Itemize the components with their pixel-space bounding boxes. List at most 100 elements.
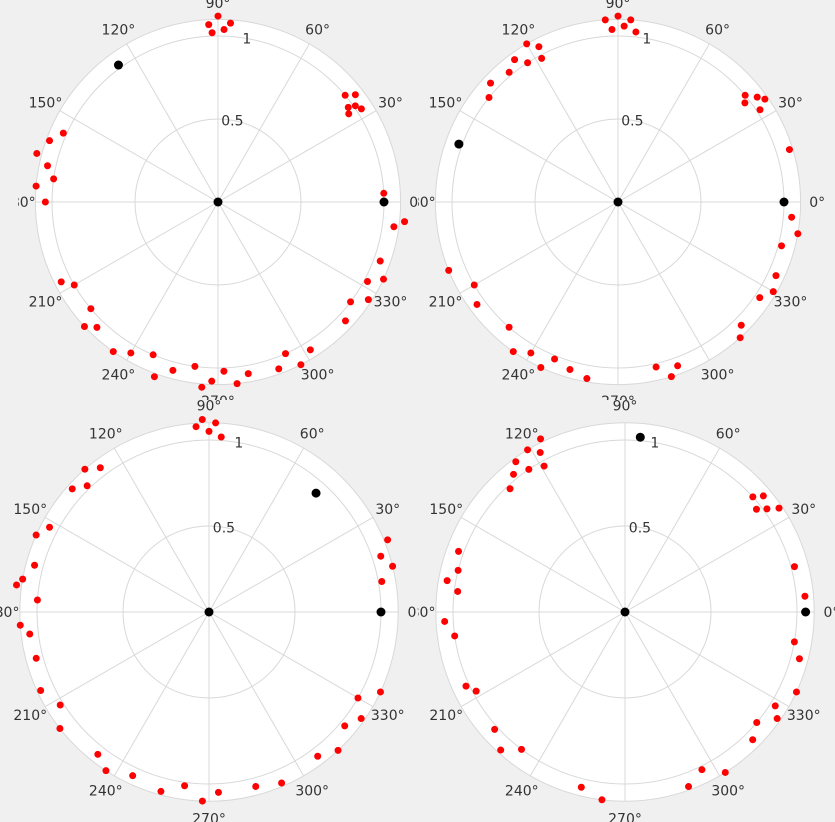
theta-tick-label: 90° <box>613 399 638 415</box>
theta-tick-label: 0° <box>409 195 425 211</box>
centroid-point <box>213 197 223 207</box>
cluster-point <box>445 266 453 274</box>
cluster-point <box>282 350 290 358</box>
cluster-point <box>347 298 355 306</box>
cluster-point <box>376 257 384 265</box>
theta-spoke <box>617 43 710 203</box>
cluster-point <box>674 362 682 370</box>
theta-spoke <box>617 201 777 294</box>
theta-tick-label: 30° <box>791 502 816 518</box>
theta-spoke <box>459 201 619 294</box>
cluster-point <box>13 581 21 589</box>
cluster-point <box>772 272 780 280</box>
centroid-point <box>613 197 623 207</box>
cluster-point <box>81 465 89 473</box>
cluster-point <box>44 162 52 170</box>
cluster-point <box>129 772 137 780</box>
theta-tick-label: 330° <box>371 708 405 724</box>
cluster-point <box>473 300 481 308</box>
cluster-point <box>198 797 206 805</box>
theta-spoke <box>59 201 219 294</box>
theta-tick-label: 240° <box>502 368 536 384</box>
cluster-point <box>524 446 532 454</box>
cluster-point <box>491 725 499 733</box>
cluster-point <box>192 423 200 431</box>
polar-panel-4: 0.5 1 0° 30° 60° 90° 120° 150° 180° 210° 240° 270° 3… <box>402 399 835 822</box>
theta-tick-label: 150° <box>429 95 463 111</box>
theta-tick-label: 270° <box>608 811 642 822</box>
cluster-point <box>198 383 206 391</box>
cluster-point <box>380 189 388 197</box>
theta-tick-label: 120° <box>505 426 539 442</box>
cluster-point <box>379 275 387 283</box>
cluster-point <box>384 536 392 544</box>
cluster-point <box>598 796 606 804</box>
theta-spoke <box>624 516 790 613</box>
cluster-point <box>614 12 622 20</box>
theta-tick-label: 300° <box>295 784 329 800</box>
theta-tick-label: 270° <box>192 811 226 822</box>
cluster-point <box>462 682 470 690</box>
cluster-point <box>50 175 58 183</box>
theta-spoke <box>529 611 626 777</box>
theta-tick-label: 0° <box>407 605 423 621</box>
cluster-point <box>763 505 771 513</box>
theta-tick-label: 240° <box>102 368 136 384</box>
theta-spoke <box>217 201 310 361</box>
cluster-point <box>667 373 675 381</box>
r-tick-label: 0.5 <box>221 113 243 129</box>
theta-tick-label: 300° <box>711 784 745 800</box>
cluster-point <box>455 547 463 555</box>
theta-spoke <box>44 611 210 708</box>
cluster-point <box>517 745 525 753</box>
cluster-point <box>278 779 286 787</box>
cluster-point <box>41 198 49 206</box>
theta-tick-label: 60° <box>705 22 730 38</box>
cluster-point <box>685 783 693 791</box>
cluster-point <box>157 787 165 795</box>
theta-spoke <box>624 447 721 613</box>
theta-spoke <box>208 516 374 613</box>
theta-tick-label: 150° <box>29 95 63 111</box>
cluster-point <box>497 746 505 754</box>
cluster-point <box>306 346 314 354</box>
cluster-point <box>93 323 101 331</box>
cluster-point <box>102 767 110 775</box>
theta-spoke <box>217 110 377 203</box>
cluster-point <box>94 750 102 758</box>
cluster-point <box>351 102 359 110</box>
theta-tick-label: 60° <box>716 426 741 442</box>
theta-tick-label: 180° <box>402 605 436 621</box>
cluster-point <box>608 25 616 33</box>
cluster-point <box>59 129 67 137</box>
cluster-point <box>753 93 761 101</box>
cluster-point <box>181 782 189 790</box>
cluster-point <box>149 351 157 359</box>
centroid-point <box>635 432 645 442</box>
cluster-point <box>632 28 640 36</box>
theta-tick-label: 0° <box>809 195 825 211</box>
cluster-point <box>83 482 91 490</box>
theta-spoke <box>208 447 305 613</box>
theta-tick-label: 60° <box>300 426 325 442</box>
cluster-point <box>583 375 591 383</box>
theta-spoke <box>526 201 619 361</box>
cluster-point <box>46 523 54 531</box>
cluster-point <box>525 465 533 473</box>
cluster-point <box>761 95 769 103</box>
cluster-point <box>795 655 803 663</box>
cluster-point <box>771 702 779 710</box>
cluster-point <box>505 68 513 76</box>
centroid-point <box>113 60 123 70</box>
cluster-point <box>127 349 135 357</box>
cluster-point <box>788 213 796 221</box>
theta-tick-label: 120° <box>102 22 136 38</box>
cluster-point <box>540 462 548 470</box>
cluster-point <box>454 587 462 595</box>
cluster-point <box>790 638 798 646</box>
cluster-point <box>537 435 545 443</box>
cluster-point <box>512 458 520 466</box>
cluster-point <box>214 788 222 796</box>
cluster-point <box>169 366 177 374</box>
cluster-point <box>68 485 76 493</box>
